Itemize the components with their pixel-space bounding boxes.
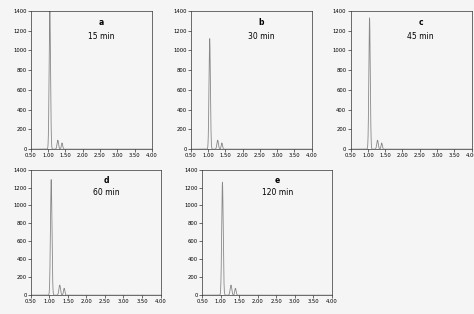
Text: c: c <box>419 18 423 27</box>
Text: 15 min: 15 min <box>88 32 114 41</box>
Text: 120 min: 120 min <box>262 188 293 198</box>
Text: b: b <box>258 18 264 27</box>
Text: 30 min: 30 min <box>247 32 274 41</box>
Text: d: d <box>103 176 109 185</box>
Text: a: a <box>99 18 104 27</box>
Text: 60 min: 60 min <box>93 188 119 198</box>
Text: e: e <box>275 176 280 185</box>
Text: 45 min: 45 min <box>408 32 434 41</box>
